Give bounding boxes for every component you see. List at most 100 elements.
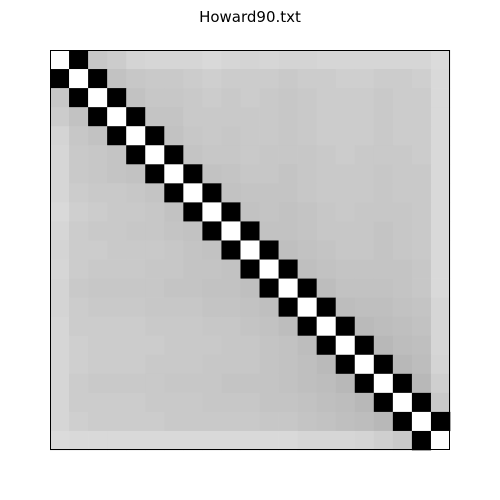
heatmap-cell-r12-c10 <box>240 278 260 298</box>
heatmap-cell-r2-c4 <box>126 88 146 108</box>
heatmap-cell-r6-c1 <box>69 164 89 184</box>
heatmap-cell-r13-c13 <box>297 297 318 318</box>
heatmap-cell-r17-c8 <box>202 373 222 394</box>
heatmap-cell-r8-c13 <box>297 202 318 222</box>
heatmap-cell-r9-c15 <box>335 221 356 241</box>
heatmap-cell-r20-c19 <box>411 430 432 451</box>
heatmap-cell-r9-c4 <box>126 221 146 241</box>
heatmap-cell-r5-c12 <box>278 145 298 165</box>
heatmap-cell-r16-c16 <box>354 354 375 375</box>
heatmap-cell-r14-c10 <box>240 316 260 337</box>
heatmap-cell-r11-c2 <box>88 259 108 279</box>
heatmap-cell-r20-c3 <box>107 430 127 451</box>
heatmap-cell-r9-c3 <box>107 221 127 241</box>
heatmap-cell-r6-c9 <box>221 164 241 184</box>
heatmap-cell-r14-c3 <box>107 316 127 337</box>
heatmap-cell-r15-c12 <box>278 335 298 356</box>
heatmap-cell-r10-c13 <box>297 240 318 260</box>
heatmap-cell-r20-c0 <box>50 430 70 451</box>
heatmap-cell-r6-c19 <box>411 164 432 184</box>
heatmap-cell-r10-c1 <box>69 240 89 260</box>
heatmap-cell-r15-c8 <box>202 335 222 356</box>
heatmap-cell-r5-c9 <box>221 145 241 165</box>
heatmap-cell-r7-c0 <box>50 183 70 203</box>
heatmap-cell-r1-c12 <box>278 69 298 89</box>
heatmap-cell-r7-c15 <box>335 183 356 203</box>
heatmap-cell-r15-c5 <box>145 335 165 356</box>
chart-title: Howard90.txt <box>199 8 301 26</box>
heatmap-cell-r11-c11 <box>259 259 279 279</box>
heatmap-cell-r13-c1 <box>69 297 89 318</box>
heatmap-cell-r13-c7 <box>183 297 203 318</box>
heatmap-cell-r5-c17 <box>373 145 394 165</box>
heatmap-cell-r11-c15 <box>335 259 356 279</box>
heatmap-cell-r14-c17 <box>373 316 394 337</box>
heatmap-cell-r18-c18 <box>392 392 413 413</box>
heatmap-cell-r11-c0 <box>50 259 70 279</box>
heatmap-cell-r12-c17 <box>373 278 394 298</box>
heatmap-cell-r15-c11 <box>259 335 279 356</box>
heatmap-cell-r14-c5 <box>145 316 165 337</box>
heatmap-cell-r8-c6 <box>164 202 184 222</box>
heatmap-cell-r9-c13 <box>297 221 318 241</box>
heatmap-cell-r2-c5 <box>145 88 165 108</box>
heatmap-cell-r7-c18 <box>392 183 413 203</box>
heatmap-cells <box>50 50 451 451</box>
heatmap-cell-r6-c18 <box>392 164 413 184</box>
heatmap-cell-r11-c18 <box>392 259 413 279</box>
heatmap-cell-r8-c16 <box>354 202 375 222</box>
heatmap-cell-r12-c0 <box>50 278 70 298</box>
heatmap-cell-r1-c8 <box>202 69 222 89</box>
heatmap-cell-r7-c8 <box>202 183 222 203</box>
heatmap-cell-r12-c4 <box>126 278 146 298</box>
heatmap-cell-r20-c2 <box>88 430 108 451</box>
heatmap-cell-r5-c16 <box>354 145 375 165</box>
heatmap-cell-r9-c9 <box>221 221 241 241</box>
heatmap-cell-r1-c20 <box>430 69 451 89</box>
heatmap-cell-r11-c19 <box>411 259 432 279</box>
heatmap-cell-r13-c8 <box>202 297 222 318</box>
heatmap-cell-r19-c1 <box>69 411 89 432</box>
heatmap-cell-r6-c13 <box>297 164 318 184</box>
heatmap-cell-r18-c20 <box>430 392 451 413</box>
heatmap-cell-r17-c0 <box>50 373 70 394</box>
heatmap-cell-r9-c6 <box>164 221 184 241</box>
heatmap-cell-r13-c18 <box>392 297 413 318</box>
heatmap-cell-r11-c7 <box>183 259 203 279</box>
heatmap-cell-r20-c6 <box>164 430 184 451</box>
heatmap-cell-r0-c5 <box>145 50 165 70</box>
heatmap-cell-r19-c11 <box>259 411 279 432</box>
heatmap-cell-r7-c17 <box>373 183 394 203</box>
heatmap-cell-r17-c17 <box>373 373 394 394</box>
heatmap-cell-r12-c19 <box>411 278 432 298</box>
heatmap-cell-r14-c12 <box>278 316 298 337</box>
heatmap-cell-r10-c16 <box>354 240 375 260</box>
heatmap-cell-r6-c17 <box>373 164 394 184</box>
heatmap-cell-r5-c5 <box>145 145 165 165</box>
heatmap-cell-r3-c10 <box>240 107 260 127</box>
heatmap-cell-r5-c6 <box>164 145 184 165</box>
heatmap-cell-r2-c11 <box>259 88 279 108</box>
heatmap-cell-r12-c15 <box>335 278 356 298</box>
plot-frame <box>50 50 450 450</box>
heatmap-cell-r8-c18 <box>392 202 413 222</box>
heatmap-cell-r13-c12 <box>278 297 298 318</box>
heatmap-cell-r1-c13 <box>297 69 318 89</box>
heatmap-cell-r4-c18 <box>392 126 413 146</box>
heatmap-cell-r8-c20 <box>430 202 451 222</box>
heatmap-cell-r7-c7 <box>183 183 203 203</box>
heatmap-cell-r13-c10 <box>240 297 260 318</box>
heatmap-cell-r15-c0 <box>50 335 70 356</box>
heatmap-cell-r5-c14 <box>316 145 337 165</box>
heatmap-cell-r9-c20 <box>430 221 451 241</box>
heatmap-cell-r2-c19 <box>411 88 432 108</box>
heatmap-cell-r14-c8 <box>202 316 222 337</box>
heatmap-cell-r0-c17 <box>373 50 394 70</box>
heatmap-cell-r5-c2 <box>88 145 108 165</box>
heatmap-cell-r8-c17 <box>373 202 394 222</box>
heatmap-cell-r3-c6 <box>164 107 184 127</box>
heatmap-cell-r12-c1 <box>69 278 89 298</box>
heatmap-cell-r11-c12 <box>278 259 298 279</box>
heatmap-cell-r15-c13 <box>297 335 318 356</box>
heatmap-cell-r18-c11 <box>259 392 279 413</box>
